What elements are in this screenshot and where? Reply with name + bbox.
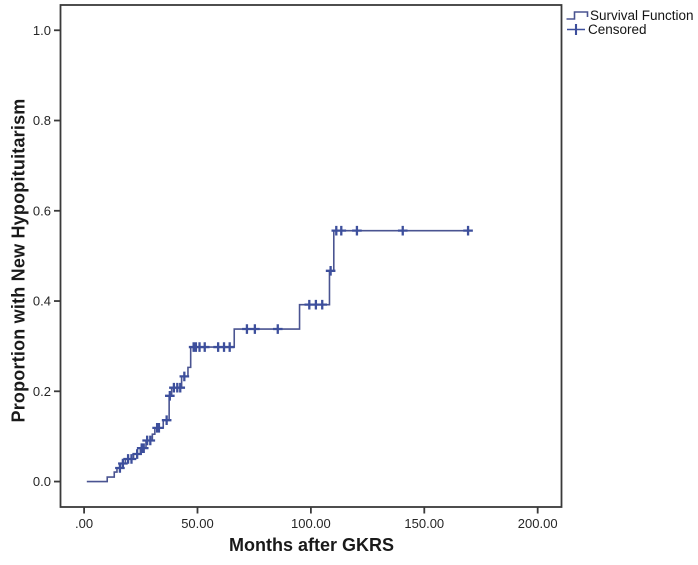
legend-item-survival-function: Survival Function	[566, 7, 694, 23]
x-axis-title: Months after GKRS	[228, 535, 394, 555]
censored-marks	[115, 225, 473, 473]
legend-label-survival-function: Survival Function	[590, 7, 694, 23]
step-line-icon-shape	[566, 10, 589, 20]
y-axis-title-text: Proportion with New Hypopituitarism	[8, 97, 29, 423]
y-axis-title: Proportion with New Hypopituitarism	[2, 4, 36, 516]
y-tick-label: 0.2	[33, 384, 51, 399]
y-tick-label: 0.8	[33, 113, 51, 128]
legend-item-censored: Censored	[566, 21, 694, 37]
y-tick-label: 1.0	[33, 23, 51, 38]
x-tick-label: 200.00	[518, 516, 558, 531]
step-line-icon	[566, 10, 589, 20]
x-tick-label: 100.00	[291, 516, 331, 531]
y-tick-label: 0.0	[33, 474, 51, 489]
x-tick-label: .00	[75, 516, 93, 531]
legend-label-censored: Censored	[588, 21, 647, 37]
y-tick-label: 0.6	[33, 203, 51, 218]
legend: Survival Function Censored	[566, 8, 694, 37]
x-tick-label: 50.00	[181, 516, 214, 531]
x-tick-label: 150.00	[404, 516, 444, 531]
y-tick-label: 0.4	[33, 294, 51, 309]
plus-icon	[567, 23, 585, 35]
plot-border	[59, 4, 563, 508]
